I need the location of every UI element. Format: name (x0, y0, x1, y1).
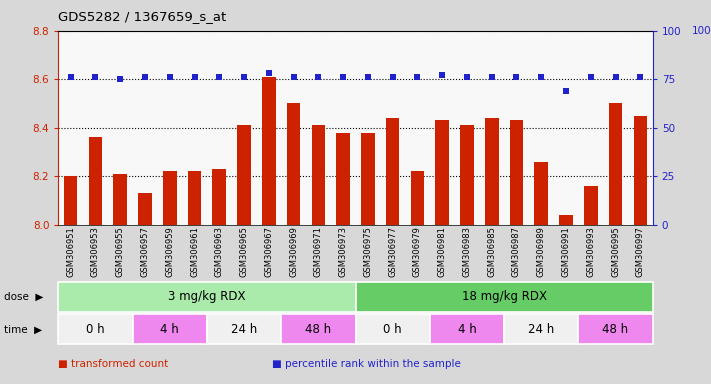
Bar (281, 314, 356, 344)
Point (189, 74, 201, 80)
Text: 4 h: 4 h (458, 323, 476, 336)
Point (486, 74, 498, 80)
Point (288, 74, 299, 80)
Text: 100%: 100% (692, 26, 711, 36)
Text: 24 h: 24 h (231, 323, 257, 336)
Text: ■ transformed count: ■ transformed count (58, 359, 169, 369)
Bar (411, 171, 424, 225)
Bar (336, 132, 350, 225)
Point (139, 74, 151, 80)
Bar (311, 125, 325, 225)
Point (90, 74, 101, 80)
Point (412, 74, 423, 80)
Bar (262, 77, 276, 225)
Bar (163, 171, 176, 225)
Bar (207, 314, 281, 344)
Point (437, 72, 448, 78)
Point (387, 74, 398, 80)
Bar (138, 193, 151, 225)
Point (65, 74, 76, 80)
Point (610, 74, 621, 80)
Bar (460, 125, 474, 225)
Text: 0 h: 0 h (86, 323, 105, 336)
Bar (213, 169, 226, 225)
Text: 3 mg/kg RDX: 3 mg/kg RDX (168, 290, 246, 303)
Point (535, 74, 547, 80)
Point (635, 74, 646, 80)
Bar (361, 132, 375, 225)
Text: ■ percentile rank within the sample: ■ percentile rank within the sample (272, 359, 461, 369)
Bar (634, 116, 647, 225)
Bar (429, 314, 504, 344)
Bar (510, 121, 523, 225)
Bar (188, 171, 201, 225)
Text: GDS5282 / 1367659_s_at: GDS5282 / 1367659_s_at (58, 10, 227, 23)
Text: 48 h: 48 h (305, 323, 331, 336)
Bar (560, 215, 573, 225)
Point (164, 74, 176, 80)
Point (313, 74, 324, 80)
Bar (114, 174, 127, 225)
Text: 4 h: 4 h (161, 323, 179, 336)
Bar (356, 314, 429, 344)
Point (510, 74, 522, 80)
Bar (609, 103, 622, 225)
Bar (58, 314, 132, 344)
Point (461, 74, 473, 80)
Text: 48 h: 48 h (602, 323, 629, 336)
Point (338, 74, 349, 80)
Point (362, 74, 373, 80)
Bar (386, 118, 400, 225)
Point (585, 74, 597, 80)
Point (213, 74, 225, 80)
Bar (64, 176, 77, 225)
Bar (584, 186, 597, 225)
Bar (132, 314, 207, 344)
Bar (504, 314, 579, 344)
Text: 24 h: 24 h (528, 323, 555, 336)
Text: dose  ▶: dose ▶ (4, 291, 43, 302)
Text: time  ▶: time ▶ (4, 324, 42, 334)
Bar (485, 118, 498, 225)
Bar (356, 281, 653, 312)
Bar (535, 162, 548, 225)
Point (263, 70, 274, 76)
Point (114, 76, 126, 82)
Bar (287, 103, 300, 225)
Text: 0 h: 0 h (383, 323, 402, 336)
Point (238, 74, 250, 80)
Bar (237, 125, 251, 225)
Bar (435, 121, 449, 225)
Bar (58, 281, 356, 312)
Text: 18 mg/kg RDX: 18 mg/kg RDX (461, 290, 547, 303)
Bar (579, 314, 653, 344)
Point (560, 88, 572, 94)
Bar (89, 137, 102, 225)
